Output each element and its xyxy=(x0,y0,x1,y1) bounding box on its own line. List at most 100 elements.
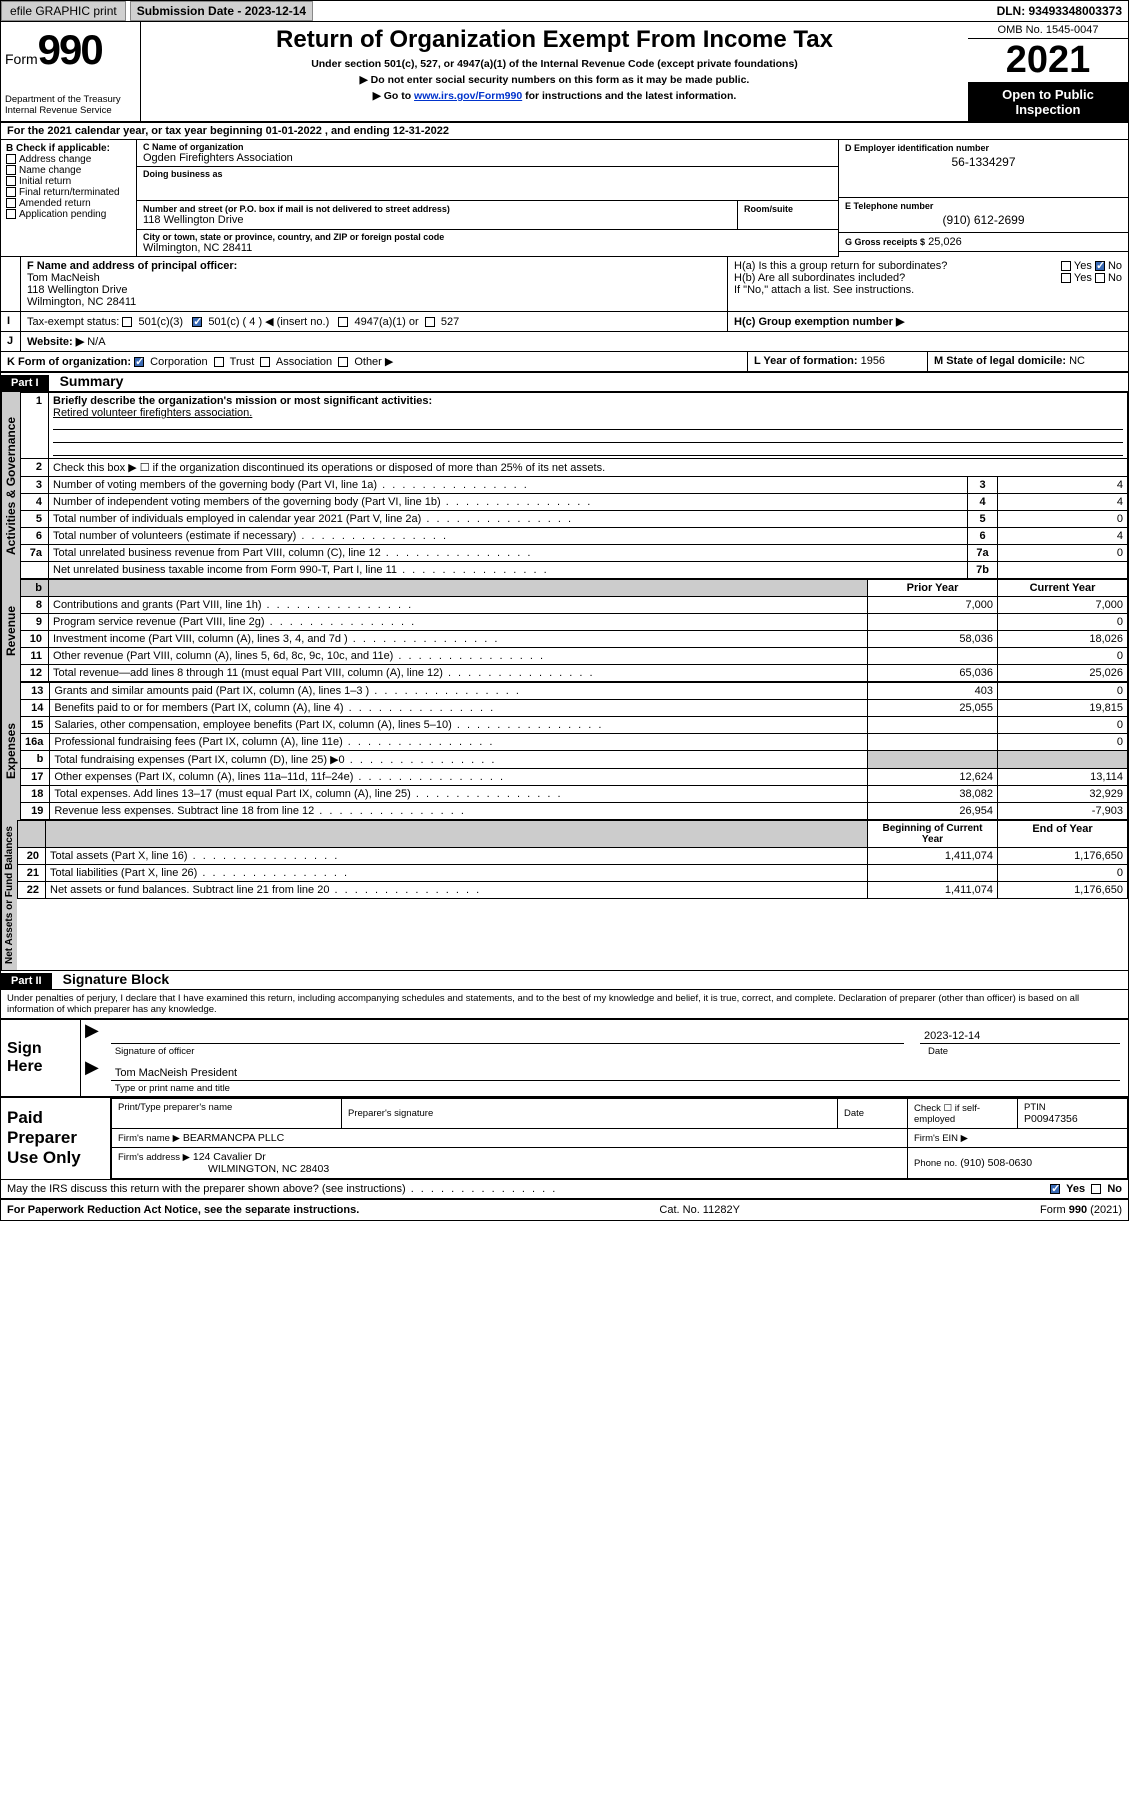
table-row: 3Number of voting members of the governi… xyxy=(21,477,1128,494)
form-header: Form990 Department of the Treasury Inter… xyxy=(1,22,1128,123)
city-val: Wilmington, NC 28411 xyxy=(143,242,832,254)
mission-text: Retired volunteer firefighters associati… xyxy=(53,407,252,419)
ein-val: 56-1334297 xyxy=(845,153,1122,171)
form990-link[interactable]: www.irs.gov/Form990 xyxy=(414,90,522,102)
table-row: bTotal fundraising expenses (Part IX, co… xyxy=(21,751,1128,769)
form-number: Form990 xyxy=(5,26,136,74)
governance-table: 1 Briefly describe the organization's mi… xyxy=(20,392,1128,579)
j-label: Website: ▶ xyxy=(27,336,84,348)
net-assets-table: Beginning of Current Year End of Year 20… xyxy=(17,820,1128,899)
ha-no: No xyxy=(1108,260,1122,272)
street-label: Number and street (or P.O. box if mail i… xyxy=(143,204,731,214)
i-527: 527 xyxy=(441,316,459,328)
part-i-title: Summary xyxy=(52,373,124,389)
chk-4947[interactable] xyxy=(338,317,348,327)
i-label: Tax-exempt status: xyxy=(27,316,119,328)
goto-post: for instructions and the latest informat… xyxy=(522,90,736,102)
tab-revenue: Revenue xyxy=(1,579,20,682)
omb-number: OMB No. 1545-0047 xyxy=(968,22,1128,39)
chk-trust[interactable] xyxy=(214,357,224,367)
chk-corp[interactable] xyxy=(134,357,144,367)
table-row: 22Net assets or fund balances. Subtract … xyxy=(18,882,1128,899)
table-row: 16aProfessional fundraising fees (Part I… xyxy=(21,734,1128,751)
submission-date: Submission Date - 2023-12-14 xyxy=(130,1,313,21)
state-domicile: NC xyxy=(1069,355,1085,367)
chk-501c[interactable] xyxy=(192,317,202,327)
year-formation: 1956 xyxy=(861,355,885,367)
section-a-tax-year: For the 2021 calendar year, or tax year … xyxy=(1,123,1128,140)
opt-address: Address change xyxy=(19,154,91,165)
chk-app-pending[interactable] xyxy=(6,209,16,219)
chk-discuss-yes[interactable] xyxy=(1050,1184,1060,1194)
firm-addr1: 124 Cavalier Dr xyxy=(193,1151,266,1163)
tax-year: 2021 xyxy=(968,39,1128,83)
col-end: End of Year xyxy=(998,821,1128,848)
chk-hb-yes[interactable] xyxy=(1061,273,1071,283)
part-i-label: Part I xyxy=(1,375,49,391)
form-num: 990 xyxy=(38,26,102,73)
b-label: B Check if applicable: xyxy=(6,143,131,154)
org-name: Ogden Firefighters Association xyxy=(143,152,832,164)
officer-street: 118 Wellington Drive xyxy=(27,284,721,296)
chk-other[interactable] xyxy=(338,357,348,367)
f-h-block: F Name and address of principal officer:… xyxy=(1,257,1128,312)
e-label: E Telephone number xyxy=(845,201,1122,211)
table-row: 17Other expenses (Part IX, column (A), l… xyxy=(21,769,1128,786)
k-block: K Form of organization: Corporation Trus… xyxy=(1,352,1128,372)
firm-phone: (910) 508-0630 xyxy=(960,1157,1032,1169)
table-row: 9Program service revenue (Part VIII, lin… xyxy=(21,614,1128,631)
opt-name: Name change xyxy=(19,165,81,176)
prep-check-label: Check ☐ if self-employed xyxy=(914,1103,1011,1125)
ptin-label: PTIN xyxy=(1024,1102,1121,1113)
table-row: 12Total revenue—add lines 8 through 11 (… xyxy=(21,665,1128,682)
ptin-val: P00947356 xyxy=(1024,1113,1121,1125)
type-name-label: Type or print name and title xyxy=(103,1083,1128,1094)
i-a1: 4947(a)(1) or xyxy=(354,316,418,328)
chk-hb-no[interactable] xyxy=(1095,273,1105,283)
paid-preparer-block: Paid Preparer Use Only Print/Type prepar… xyxy=(1,1096,1128,1179)
discuss-yes: Yes xyxy=(1066,1183,1085,1195)
chk-assoc[interactable] xyxy=(260,357,270,367)
hb-label: H(b) Are all subordinates included? xyxy=(734,272,1061,284)
efile-topbar: efile GRAPHIC print Submission Date - 20… xyxy=(1,1,1128,22)
paid-preparer-label: Paid Preparer Use Only xyxy=(1,1098,111,1179)
hb-no: No xyxy=(1108,272,1122,284)
chk-ha-no[interactable] xyxy=(1095,261,1105,271)
table-row: 4Number of independent voting members of… xyxy=(21,494,1128,511)
hb-yes: Yes xyxy=(1074,272,1092,284)
firm-name-label: Firm's name ▶ xyxy=(118,1133,180,1144)
table-row: 18Total expenses. Add lines 13–17 (must … xyxy=(21,786,1128,803)
form-subtitle-3: Go to www.irs.gov/Form990 for instructio… xyxy=(151,90,958,102)
footer-left: For Paperwork Reduction Act Notice, see … xyxy=(7,1204,359,1216)
k-trust: Trust xyxy=(230,356,255,368)
part-i-header: Part I Summary xyxy=(1,372,1128,392)
opt-amended: Amended return xyxy=(19,198,91,209)
officer-printed-name: Tom MacNeish President xyxy=(111,1059,1120,1081)
discuss-row: May the IRS discuss this return with the… xyxy=(1,1179,1128,1198)
k-assoc: Association xyxy=(276,356,332,368)
table-row: 10Investment income (Part VIII, column (… xyxy=(21,631,1128,648)
info-block: B Check if applicable: Address change Na… xyxy=(1,140,1128,257)
footer-right: Form 990 (2021) xyxy=(1040,1204,1122,1216)
officer-sig-line xyxy=(111,1022,904,1044)
phone-val: (910) 612-2699 xyxy=(845,211,1122,229)
sig-arrow-icon-2: ▶ xyxy=(81,1057,103,1094)
chk-discuss-no[interactable] xyxy=(1091,1184,1101,1194)
f-label: F Name and address of principal officer: xyxy=(27,260,721,272)
efile-print-button[interactable]: efile GRAPHIC print xyxy=(1,1,126,21)
chk-501c3[interactable] xyxy=(122,317,132,327)
chk-amended[interactable] xyxy=(6,198,16,208)
chk-initial-return[interactable] xyxy=(6,176,16,186)
ha-label: H(a) Is this a group return for subordin… xyxy=(734,260,1061,272)
k-other: Other ▶ xyxy=(354,356,393,368)
table-row: 21Total liabilities (Part X, line 26)0 xyxy=(18,865,1128,882)
prep-name-label: Print/Type preparer's name xyxy=(118,1102,335,1113)
chk-name-change[interactable] xyxy=(6,165,16,175)
chk-ha-yes[interactable] xyxy=(1061,261,1071,271)
chk-final-return[interactable] xyxy=(6,187,16,197)
sig-date: 2023-12-14 xyxy=(920,1022,1120,1044)
expenses-table: 13Grants and similar amounts paid (Part … xyxy=(20,682,1128,820)
chk-address-change[interactable] xyxy=(6,154,16,164)
chk-527[interactable] xyxy=(425,317,435,327)
open-inspection: Open to Public Inspection xyxy=(968,83,1128,121)
